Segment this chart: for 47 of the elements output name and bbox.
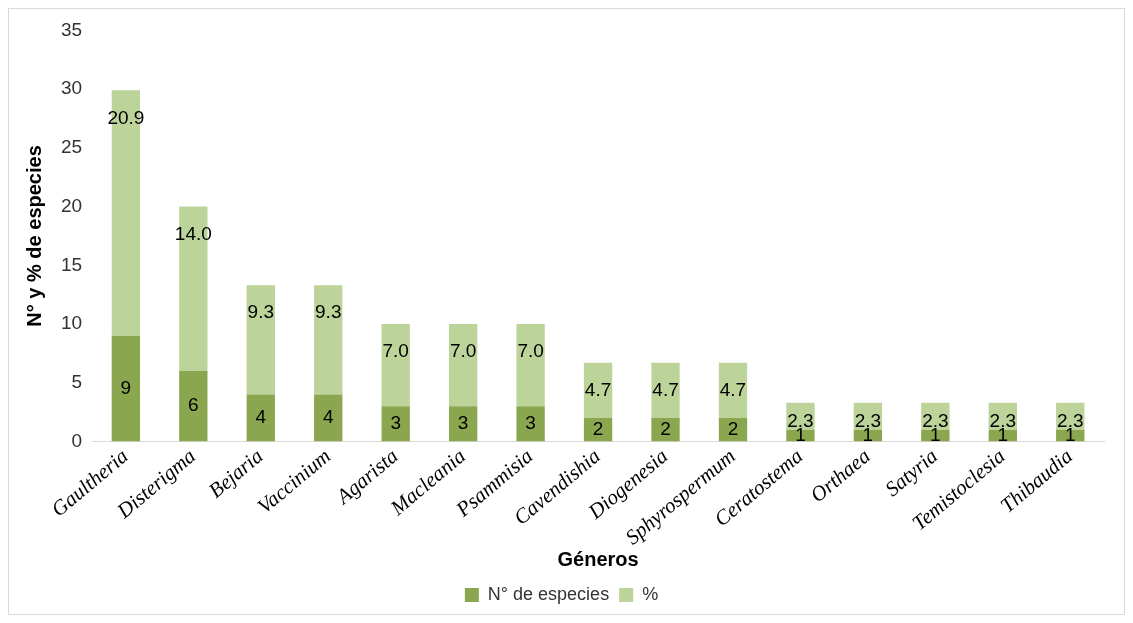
y-tick-label: 25	[60, 136, 83, 158]
bar	[583, 362, 613, 418]
data-label: 2	[660, 417, 671, 439]
data-label: 3	[457, 412, 469, 434]
bar	[651, 362, 680, 418]
data-label: 4.7	[584, 379, 612, 401]
bar	[718, 362, 748, 418]
bar	[179, 371, 208, 442]
bar	[314, 394, 343, 442]
data-label: 7.0	[449, 340, 477, 362]
data-label: 9	[120, 376, 132, 398]
data-label: 4.7	[719, 379, 747, 401]
bar	[516, 406, 545, 442]
y-tick-label: 30	[60, 77, 83, 99]
legend-label: N° de especies	[487, 583, 610, 604]
bar	[448, 324, 478, 407]
data-label: 9.3	[247, 301, 274, 323]
data-label: 4	[322, 406, 334, 428]
data-label: 4	[255, 406, 267, 428]
y-axis-title: N° y % de especies	[22, 145, 45, 327]
bar	[246, 285, 275, 395]
y-tick-label: 20	[60, 194, 83, 216]
bar	[111, 335, 141, 442]
bar	[246, 394, 275, 442]
data-label: 2	[592, 417, 604, 439]
data-label: 2	[727, 417, 739, 439]
y-tick-label: 15	[60, 253, 83, 275]
bar	[448, 406, 478, 442]
data-label: 3	[390, 412, 401, 434]
y-tick-label: 0	[71, 429, 83, 451]
y-tick-label: 10	[60, 312, 83, 334]
data-label: 4.7	[652, 379, 679, 401]
data-label: 6	[188, 394, 199, 416]
data-label: 14.0	[174, 222, 212, 244]
y-tick-label: 35	[60, 18, 83, 40]
bar	[381, 406, 410, 442]
bar	[516, 324, 545, 407]
x-axis-title: Géneros	[557, 547, 639, 570]
data-label: 20.9	[107, 106, 145, 128]
legend-label: %	[642, 583, 659, 604]
data-label: 3	[525, 412, 536, 434]
bar	[381, 324, 410, 407]
data-label: 9.3	[315, 301, 342, 323]
data-label: 7.0	[382, 340, 409, 362]
y-tick-label: 5	[71, 370, 83, 392]
bar	[314, 285, 343, 395]
data-label: 7.0	[517, 340, 544, 362]
